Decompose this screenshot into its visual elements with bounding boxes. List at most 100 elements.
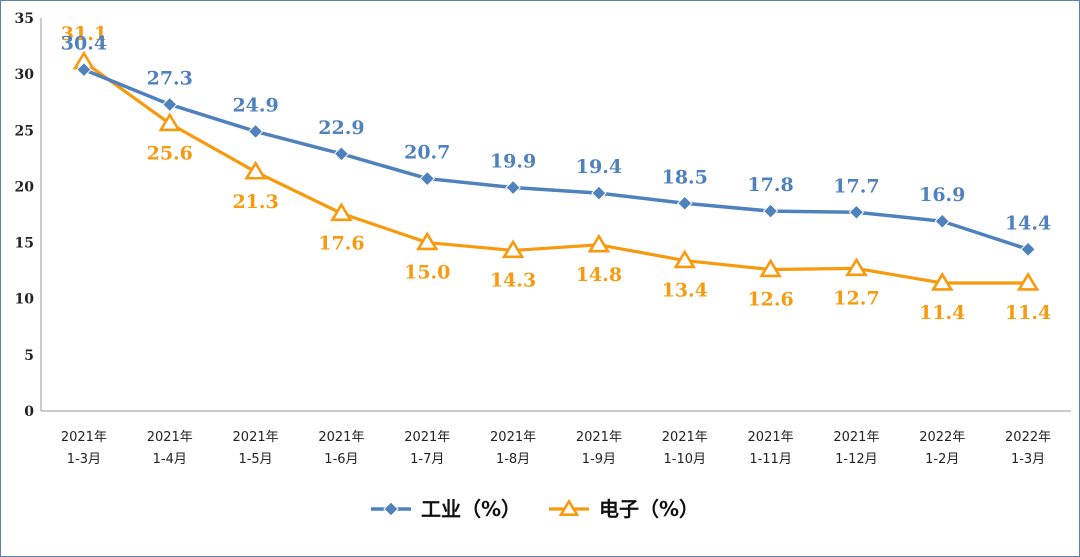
data-labels: 31.1 25.6 21.3 17.6 15.0 14.3 14.8 13.4 12.6 12.7… [61,23,1051,324]
series-industry [76,61,1036,258]
x-tick-label: 2022年 1-3月 [1005,430,1051,467]
x-tick-month: 1-8月 [496,452,530,467]
y-tick-label: 15 [15,236,34,252]
data-label: 14.8 [576,264,622,286]
data-label: 20.7 [404,142,450,164]
data-label: 19.9 [490,151,536,173]
point-marker [673,249,697,269]
x-tick-year: 2021年 [233,430,279,445]
data-label: 30.4 [61,33,107,55]
x-tick-label: 2021年 1-9月 [576,430,622,467]
x-tick-year: 2021年 [748,430,794,445]
y-tick-label: 30 [15,67,35,83]
point-marker [330,202,353,222]
series-layer [72,50,1040,291]
x-axis-ticks: 2021年1-3月2021年1-4月2021年1-5月2021年1-6月2021… [61,430,1051,467]
x-tick-month: 1-2月 [925,452,959,467]
y-tick-label: 35 [15,11,34,27]
x-tick-year: 2021年 [490,430,536,445]
data-label: 21.3 [232,191,278,213]
data-label: 14.4 [1005,212,1051,234]
data-label: 13.4 [662,280,708,302]
data-label: 16.9 [919,184,965,206]
x-tick-month: 1-9月 [582,452,616,467]
y-tick-label: 20 [15,179,35,195]
series-line [83,68,1029,251]
point-marker [1020,241,1036,258]
data-label: 12.7 [833,287,879,309]
point-marker [1016,271,1040,291]
x-tick-year: 2022年 [919,430,965,445]
x-tick-label: 2021年 1-8月 [490,430,536,467]
point-marker [505,179,521,196]
x-tick-year: 2021年 [147,430,193,445]
x-tick-year: 2021年 [318,430,364,445]
data-label: 31.1 [61,23,107,45]
data-label: 17.6 [318,232,364,254]
x-tick-year: 2021年 [662,430,708,445]
x-tick-label: 2021年 1-12月 [833,430,879,467]
point-marker [158,112,182,132]
point-marker [930,271,954,291]
x-tick-month: 1-10月 [663,452,706,467]
data-label: 17.8 [747,174,793,196]
x-tick-label: 2021年 1-11月 [748,430,794,467]
data-label: 19.4 [576,156,622,178]
y-tick-label: 25 [15,123,34,139]
triangle-icon [558,498,580,516]
data-label: 24.9 [232,94,278,116]
x-tick-label: 2021年 1-3月 [61,430,107,467]
point-marker [244,160,267,180]
point-marker [333,146,350,162]
legend-item-industry: 工业（%） [371,497,521,521]
x-tick-year: 2021年 [576,430,622,445]
axes [40,18,1071,412]
y-tick-label: 0 [24,404,34,420]
point-marker [247,123,264,140]
x-tick-year: 2022年 [1005,430,1051,445]
point-marker [591,185,607,201]
x-tick-label: 2021年 1-10月 [662,430,708,467]
x-tick-label: 2021年 1-5月 [233,430,279,467]
x-tick-year: 2021年 [404,430,450,445]
x-tick-month: 1-5月 [238,452,272,467]
point-marker [587,233,611,253]
x-tick-month: 1-4月 [153,452,187,467]
point-marker [419,170,435,187]
legend-label: 工业（%） [421,497,521,521]
data-label: 14.3 [490,269,536,291]
point-marker [677,195,693,211]
data-label: 11.4 [1005,302,1051,324]
data-label: 11.4 [919,302,965,324]
x-tick-label: 2021年 1-6月 [318,430,364,467]
x-tick-year: 2021年 [833,430,879,445]
point-marker [501,239,525,259]
legend: 工业（%） 电子（%） [371,497,699,521]
data-label: 17.7 [833,175,879,197]
y-axis-ticks: 0 5 10 15 20 25 30 35 [15,11,35,420]
x-tick-label: 2022年 1-2月 [919,430,965,467]
data-label: 27.3 [147,67,193,89]
point-marker [162,96,178,113]
x-tick-year: 2021年 [61,430,107,445]
series-line [82,60,1029,285]
series-electronics [72,50,1040,291]
point-marker [848,204,865,220]
point-marker [845,257,868,277]
diamond-icon [383,501,399,517]
data-label: 25.6 [147,143,193,165]
legend-item-electronics: 电子（%） [549,497,699,521]
point-marker [759,258,782,278]
point-marker [415,231,439,251]
data-label: 12.6 [747,289,793,311]
x-tick-month: 1-3月 [67,452,101,467]
x-tick-label: 2021年 1-7月 [404,430,450,467]
data-label: 22.9 [318,117,364,139]
data-label: 15.0 [404,262,450,284]
x-tick-month: 1-12月 [835,452,878,467]
x-tick-label: 2021年 1-4月 [147,430,193,467]
x-tick-month: 1-3月 [1011,452,1045,467]
y-tick-label: 5 [24,348,34,364]
y-tick-label: 10 [15,292,35,308]
